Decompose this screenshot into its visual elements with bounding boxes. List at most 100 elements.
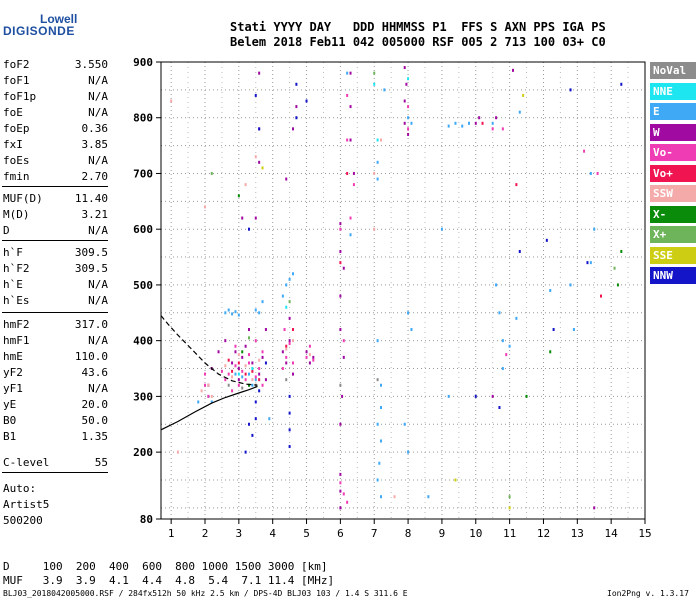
trace-curve-dashed	[160, 315, 258, 386]
y-tick-label: 500	[133, 279, 153, 292]
data-point	[292, 372, 294, 376]
data-point	[346, 171, 349, 175]
data-point	[258, 160, 261, 164]
legend-item: E	[650, 103, 696, 120]
autoscale-label: Auto:	[3, 482, 37, 495]
data-point	[241, 369, 244, 373]
data-point	[234, 310, 237, 314]
data-point	[440, 227, 443, 231]
data-point	[261, 355, 264, 359]
data-point	[237, 313, 240, 317]
data-point	[349, 71, 352, 75]
data-point	[545, 238, 548, 242]
data-point	[498, 406, 501, 410]
y-tick-label: 700	[133, 167, 153, 180]
data-point	[204, 372, 206, 376]
data-point	[572, 328, 575, 332]
data-point	[339, 328, 342, 332]
data-point	[620, 82, 623, 86]
data-point	[288, 339, 291, 343]
data-point	[197, 400, 200, 404]
param-name: hmF2	[3, 318, 30, 331]
param-row: fmin 2.70	[3, 170, 108, 186]
param-name: foE	[3, 106, 23, 119]
param-name: h`E	[3, 278, 23, 291]
param-value: 3.550	[74, 58, 108, 71]
data-point	[378, 461, 381, 465]
data-point	[339, 489, 342, 493]
param-separator	[2, 312, 108, 313]
data-point	[176, 450, 179, 454]
data-point	[248, 353, 250, 357]
autoscale-artist: Artist5	[3, 498, 50, 511]
data-point	[261, 350, 264, 354]
data-point	[552, 328, 555, 332]
y-tick-label: 300	[133, 390, 153, 403]
data-point	[244, 183, 247, 187]
param-value: N/A	[88, 224, 108, 237]
data-point	[258, 378, 261, 382]
param-name: foEp	[3, 122, 30, 135]
data-point	[295, 116, 298, 120]
data-point	[495, 116, 498, 120]
data-point	[380, 495, 382, 499]
data-point	[380, 406, 382, 410]
param-name: yF1	[3, 382, 23, 395]
data-point	[405, 82, 408, 86]
header-line2: Belem 2018 Feb11 042 005000 RSF 005 2 71…	[230, 35, 606, 49]
data-point	[285, 344, 288, 348]
data-point	[461, 124, 464, 128]
param-row: foF2 3.550	[3, 58, 108, 74]
data-point	[474, 394, 477, 398]
param-name: h`F2	[3, 262, 30, 275]
legend-item: X-	[650, 205, 696, 223]
data-point	[285, 347, 288, 351]
data-point	[427, 495, 430, 499]
data-point	[285, 378, 288, 382]
param-name: D	[3, 224, 10, 237]
param-row: foF1 N/A	[3, 74, 108, 90]
trace-curve-solid	[160, 385, 258, 431]
data-point	[234, 350, 237, 354]
data-point	[241, 375, 244, 379]
param-row: B0 50.0	[3, 414, 108, 430]
param-name: foEs	[3, 154, 30, 167]
param-separator	[2, 240, 108, 241]
param-row: B1 1.35	[3, 430, 108, 446]
y-tick-label: 800	[133, 112, 153, 125]
x-tick-label: 6	[337, 527, 344, 540]
data-point	[346, 138, 349, 142]
data-point	[254, 308, 257, 312]
y-tick-label: 400	[133, 335, 153, 348]
data-point	[241, 355, 244, 359]
data-point	[410, 328, 413, 332]
data-point	[308, 344, 311, 348]
data-point	[292, 127, 294, 131]
data-point	[376, 160, 379, 164]
param-value: N/A	[88, 154, 108, 167]
data-point	[231, 312, 234, 316]
data-point	[593, 506, 596, 510]
data-point	[241, 350, 244, 354]
y-tick-label: 200	[133, 446, 153, 459]
footer-version: Ion2Png v. 1.3.17	[607, 589, 689, 598]
data-point	[569, 88, 572, 92]
data-point	[292, 272, 294, 276]
data-point	[373, 71, 376, 75]
param-row: yE 20.0	[3, 398, 108, 414]
y-tick-label: 900	[133, 56, 153, 69]
data-point	[403, 121, 406, 125]
footer-info: BLJ03_2018042005000.RSF / 284fx512h 50 k…	[3, 589, 408, 598]
data-point	[454, 478, 457, 482]
data-point	[352, 171, 355, 175]
data-point	[288, 341, 291, 345]
data-point	[380, 439, 382, 443]
data-point	[349, 105, 352, 109]
data-point	[248, 383, 250, 387]
data-point	[285, 177, 288, 181]
data-point	[224, 378, 227, 382]
data-point	[403, 66, 406, 70]
param-row: h`E N/A	[3, 278, 108, 294]
data-point	[244, 450, 247, 454]
data-point	[217, 350, 220, 354]
